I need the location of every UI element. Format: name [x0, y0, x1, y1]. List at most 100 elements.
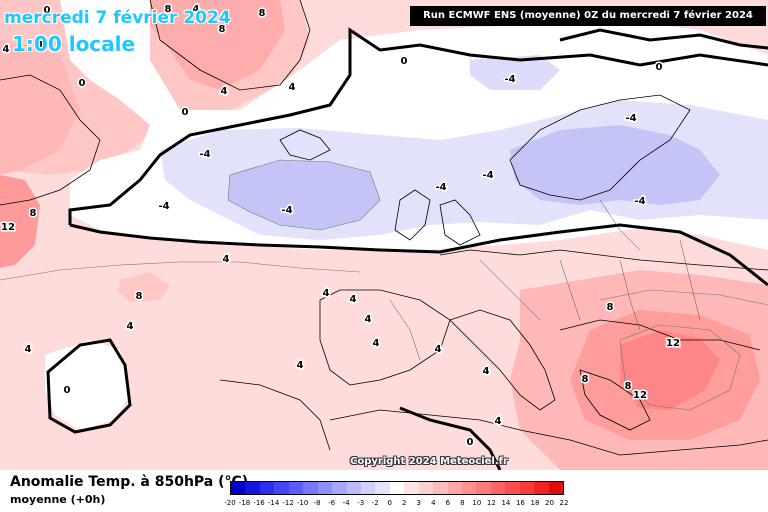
cold-zone-north: [470, 55, 560, 90]
contour-value-label: 4: [435, 344, 442, 355]
contour-value-label: 12: [1, 222, 15, 233]
contour-value-label: 0: [401, 56, 408, 67]
warm-zone-iberia: [118, 272, 170, 302]
color-scale-tick-label: 3: [416, 499, 422, 507]
color-scale-tick-label: -6: [328, 499, 336, 507]
forecast-date: mercredi 7 février 2024: [4, 8, 231, 28]
contour-value-label: 4: [495, 416, 502, 427]
color-scale-swatch: [245, 482, 260, 494]
contour-value-label: -4: [158, 201, 169, 212]
cold-zone-scandinavia: [510, 125, 720, 205]
color-scale-tick-label: -14: [267, 499, 280, 507]
contour-value-label: 8: [607, 302, 614, 313]
warm-zone-greece-core: [620, 330, 720, 410]
color-scale-swatch: [332, 482, 347, 494]
color-scale-swatch: [476, 482, 491, 494]
color-scale-swatch: [375, 482, 390, 494]
color-scale-swatch: [360, 482, 376, 494]
color-scale-tick-label: -4: [342, 499, 350, 507]
color-scale-tick-label: 8: [460, 499, 465, 507]
contour-value-label: 0: [182, 107, 189, 118]
color-scale-swatch: [317, 482, 333, 494]
contour-value-label: 4: [483, 366, 490, 377]
warm-cell-west: [0, 175, 40, 268]
contour-value-label: 4: [297, 360, 304, 371]
variable-title: Anomalie Temp. à 850hPa (°C): [10, 474, 249, 490]
coastlines: [0, 0, 768, 456]
color-scale: [230, 481, 564, 495]
color-scale-swatch: [433, 482, 448, 494]
color-scale-swatch: [259, 482, 275, 494]
color-scale-swatch: [346, 482, 361, 494]
zero-contour-lines: [46, 27, 768, 470]
contour-value-label: 8: [259, 8, 266, 19]
color-scale-swatch: [389, 482, 405, 494]
contour-value-label: -4: [482, 170, 493, 181]
neutral-cell-south-atlantic: [45, 340, 130, 430]
color-scale-tick-label: 4: [431, 499, 436, 507]
contour-value-label: 4: [3, 44, 10, 55]
contour-value-label: 4: [350, 294, 357, 305]
variable-subtitle: moyenne (+0h): [10, 493, 106, 506]
color-scale-tick-label: -12: [282, 499, 294, 507]
model-run-banner: Run ECMWF ENS (moyenne) 0Z du mercredi 7…: [410, 6, 766, 26]
contour-value-label: 8: [136, 291, 143, 302]
contour-value-label: -4: [199, 149, 210, 160]
contour-value-label: 4: [365, 314, 372, 325]
warm-zone-greenland-core: [150, 0, 285, 90]
color-scale-tick-label: 0: [387, 499, 392, 507]
color-scale-swatch: [404, 482, 419, 494]
contour-value-label: 12: [666, 338, 680, 349]
color-scale-ticks: -20 -18 -16 -14 -12 -10 -8 -6 -4 -3 -2 0 2 3 4 6 8 10 12 14…: [224, 499, 568, 509]
contour-value-label: 0: [44, 5, 51, 16]
color-scale-tick-label: -3: [357, 499, 365, 507]
contour-value-label: 0: [64, 385, 71, 396]
contour-value-label: 8: [30, 208, 37, 219]
contour-value-label: 0: [467, 437, 474, 448]
color-scale-tick-label: -2: [371, 499, 379, 507]
color-scale-tick-label: -18: [238, 499, 251, 507]
color-scale-swatch: [231, 482, 246, 494]
contour-value-label: 0: [656, 62, 663, 73]
cold-zone-atlantic-core: [228, 160, 380, 230]
color-scale-swatch: [303, 482, 318, 494]
color-scale-swatch: [418, 482, 434, 494]
color-scale-swatch: [548, 482, 564, 494]
contour-value-label: 4: [37, 40, 44, 51]
color-scale-tick-label: -16: [253, 499, 265, 507]
color-scale-tick-label: 18: [530, 499, 540, 507]
contour-value-label: 4: [221, 86, 228, 97]
color-scale-tick-label: 12: [486, 499, 496, 507]
color-scale-swatch: [288, 482, 304, 494]
contour-value-label: 4: [373, 338, 380, 349]
contour-value-label: 8: [625, 381, 632, 392]
color-scale-tick-label: 20: [545, 499, 554, 507]
contour-value-label: 4: [289, 82, 296, 93]
contour-value-label: -4: [435, 182, 446, 193]
color-scale-swatch: [447, 482, 462, 494]
color-scale-tick-label: -20: [224, 499, 236, 507]
contour-value-label: 8: [165, 4, 172, 15]
color-scale-tick-label: 22: [559, 499, 569, 507]
color-scale-tick-label: -8: [313, 499, 321, 507]
color-scale-swatch: [274, 482, 289, 494]
contour-value-label: 4: [127, 321, 134, 332]
contour-value-label: 4: [223, 254, 230, 265]
color-scale-swatch: [505, 482, 520, 494]
forecast-local-time: 1:00 locale: [12, 32, 136, 56]
contour-value-label: -4: [504, 74, 515, 85]
color-scale-swatch: [462, 482, 477, 494]
color-scale-tick-label: 14: [501, 499, 511, 507]
warm-zone-west: [0, 40, 80, 175]
color-scale-tick-label: 2: [402, 499, 407, 507]
contour-value-label: 4: [323, 288, 330, 299]
contour-value-label: 4: [25, 344, 32, 355]
contour-value-label: -4: [625, 113, 636, 124]
contour-value-label: 0: [79, 78, 86, 89]
contour-value-label: 12: [633, 390, 647, 401]
contour-value-label: 8: [582, 374, 589, 385]
contour-value-label: 4: [193, 4, 200, 15]
contour-value-label: 8: [219, 24, 226, 35]
